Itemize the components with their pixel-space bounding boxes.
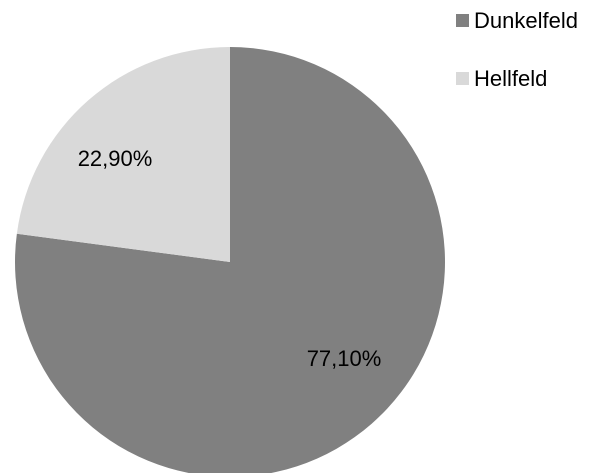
legend-swatch-hellfeld <box>456 72 469 85</box>
legend-label-dunkelfeld: Dunkelfeld <box>474 8 578 33</box>
pie-slice-dunkelfeld <box>15 47 445 473</box>
data-label-dunkelfeld: 77,10% <box>307 346 382 371</box>
data-label-hellfeld: 22,90% <box>78 146 153 171</box>
pie-slice-hellfeld <box>16 47 230 262</box>
legend-label-hellfeld: Hellfeld <box>474 66 548 91</box>
legend-swatch-dunkelfeld <box>456 14 469 27</box>
